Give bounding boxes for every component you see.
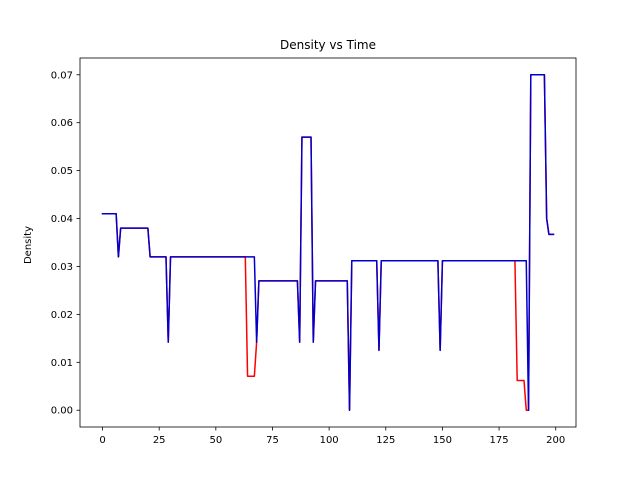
x-tick-label: 200	[546, 435, 565, 446]
x-tick-label: 125	[376, 435, 395, 446]
x-tick-label: 175	[490, 435, 509, 446]
x-tick-label: 150	[433, 435, 452, 446]
chart-title: Density vs Time	[280, 38, 376, 52]
x-tick-label: 0	[99, 435, 105, 446]
y-tick-label: 0.06	[51, 118, 73, 129]
y-axis-title: Density	[23, 226, 34, 264]
x-tick-label: 75	[266, 435, 279, 446]
y-tick-label: 0.02	[51, 310, 73, 321]
x-tick-label: 25	[153, 435, 166, 446]
y-tick-label: 0.01	[51, 358, 73, 369]
x-tick-label: 50	[209, 435, 222, 446]
y-tick-label: 0.03	[51, 262, 73, 273]
y-tick-label: 0.05	[51, 166, 73, 177]
x-tick-label: 100	[320, 435, 339, 446]
y-tick-label: 0.04	[51, 214, 73, 225]
y-tick-label: 0.07	[51, 70, 73, 81]
y-tick-label: 0.00	[51, 406, 73, 417]
series-line-1	[101, 74, 555, 411]
plot-frame	[79, 57, 577, 428]
series-line-0	[101, 74, 555, 411]
